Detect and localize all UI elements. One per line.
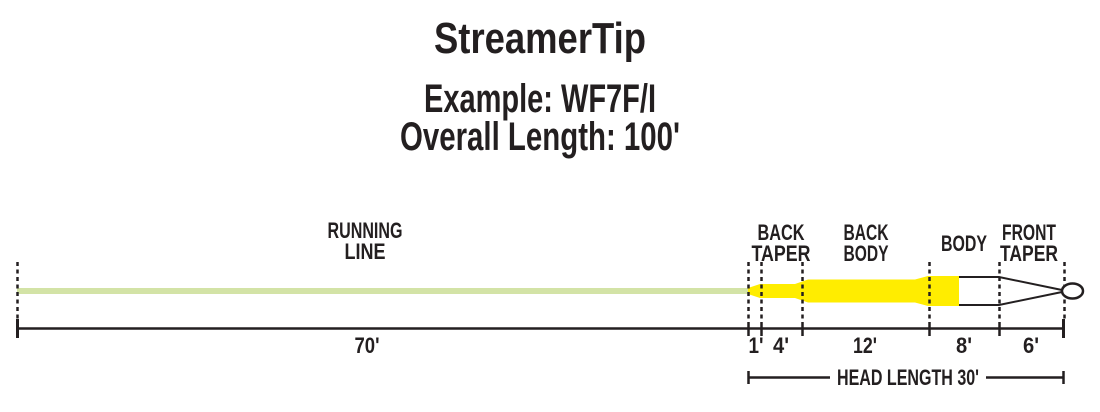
section-lengths: 70' 1' 4' 12' 8' 6' bbox=[355, 333, 1040, 358]
length-rear-transition: 1' bbox=[749, 333, 764, 358]
length-scale bbox=[16, 319, 1065, 338]
back-body-label-1: BACK bbox=[844, 220, 889, 245]
head-length-label: HEAD LENGTH 30' bbox=[837, 365, 979, 390]
back-taper-label-1: BACK bbox=[758, 220, 805, 245]
back-body-label-2: BODY bbox=[844, 241, 889, 266]
head-profile bbox=[748, 276, 959, 306]
example-label: Example: WF7F/I bbox=[424, 77, 656, 121]
welded-loop-icon bbox=[1060, 282, 1085, 300]
running-line-label-1: RUNNING bbox=[328, 218, 403, 243]
page-title: StreamerTip bbox=[434, 14, 646, 63]
running-line-segment bbox=[17, 288, 748, 294]
section-boundary-markers bbox=[16, 262, 1066, 320]
overall-length-label: Overall Length: 100' bbox=[400, 115, 680, 159]
body-label: BODY bbox=[941, 231, 987, 256]
head-length-bracket bbox=[747, 371, 1065, 384]
length-back-taper: 4' bbox=[773, 333, 789, 358]
back-taper-label-2: TAPER bbox=[752, 241, 811, 266]
length-front-taper: 6' bbox=[1023, 333, 1039, 358]
front-taper-label-1: FRONT bbox=[1002, 220, 1056, 245]
front-taper-label-2: TAPER bbox=[1000, 241, 1058, 266]
section-labels: RUNNING LINE BACK TAPER BACK BODY BODY F… bbox=[328, 218, 1059, 266]
clear-tip-outline bbox=[959, 276, 1063, 306]
running-line-label-2: LINE bbox=[345, 239, 386, 264]
length-back-body: 12' bbox=[853, 333, 877, 358]
length-running-line: 70' bbox=[355, 333, 380, 358]
length-body: 8' bbox=[956, 333, 972, 358]
